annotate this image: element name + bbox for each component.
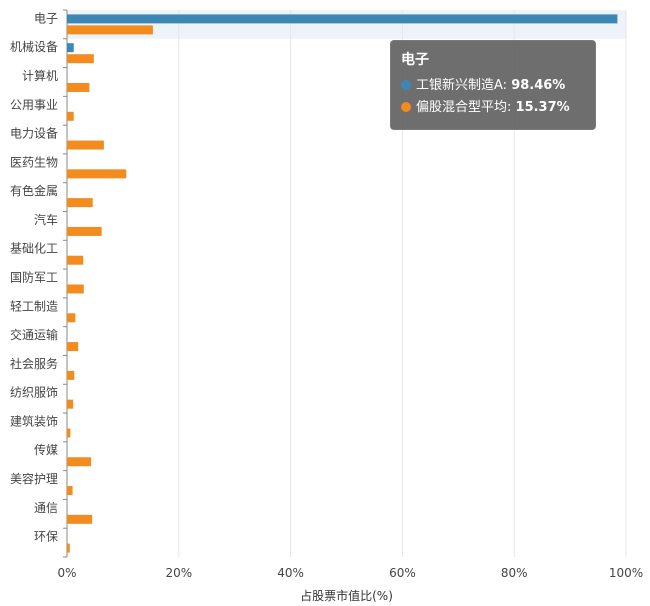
x-tick-label: 60% [389,566,416,580]
y-tick-label: 交通运输 [10,327,58,342]
tooltip-row-series-1: 工银新兴制造A: 98.46% [401,75,585,97]
bar-series-2 [67,399,74,409]
x-tick-label: 80% [501,566,528,580]
bar-series-2 [67,486,73,496]
bar-series-2 [67,169,127,179]
y-tick-label: 医药生物 [10,155,58,169]
x-tick-label: 20% [165,566,192,580]
bar-series-2 [67,514,93,524]
bar-series-2 [67,140,104,150]
y-tick-label: 传媒 [34,442,58,457]
bar-series-2 [67,543,70,553]
hover-highlight-band [67,10,626,39]
y-tick-label: 有色金属 [10,183,58,198]
y-tick-label: 公用事业 [10,98,58,112]
bar-series-2 [67,284,84,294]
x-axis-title: 占股票市值比(%) [300,588,393,603]
bar-series-2 [67,25,153,35]
bar-series-2 [67,342,79,352]
bar-series-2 [67,255,84,265]
tooltip-series-1-value: 98.46% [511,78,566,93]
bar-series-2 [67,198,93,208]
bar-series-1 [67,43,74,53]
x-tick-label: 100% [609,566,643,580]
tooltip-series-1-name: 工银新兴制造A [416,78,503,93]
series-1-marker-icon [401,80,411,90]
y-tick-label: 纺织服饰 [10,386,58,400]
y-tick-label: 电子 [34,11,58,25]
tooltip-title: 电子 [401,52,429,68]
y-tick-label: 机械设备 [10,39,58,54]
bar-series-1 [67,14,618,24]
series-2-marker-icon [401,102,411,112]
y-tick-label: 建筑装饰 [10,413,58,428]
x-tick-label: 40% [277,566,304,580]
bar-series-2 [67,313,76,323]
y-tick-label: 美容护理 [10,471,58,486]
tooltip-series-2-name: 偏股混合型平均 [416,100,508,115]
bar-series-2 [67,226,102,236]
bar-series-2 [67,54,94,64]
y-tick-label: 汽车 [34,212,58,227]
bar-series-2 [67,370,75,380]
bar-series-2 [67,457,92,467]
y-tick-label: 轻工制造 [10,299,58,313]
y-tick-label: 基础化工 [10,242,58,256]
y-tick-label: 通信 [34,501,58,515]
y-tick-label: 国防军工 [10,270,58,285]
bar-series-2 [67,428,71,438]
x-tick-label: 0% [57,566,76,580]
tooltip: 电子 工银新兴制造A: 98.46% 偏股混合型平均: 15.37% [390,40,596,130]
bar-series-2 [67,111,74,121]
tooltip-row-series-2: 偏股混合型平均: 15.37% [401,97,585,119]
y-tick-label: 社会服务 [10,356,58,371]
y-tick-label: 计算机 [22,68,58,83]
y-tick-label: 环保 [34,530,58,544]
tooltip-series-2-value: 15.37% [515,100,570,115]
bar-series-2 [67,82,90,92]
y-tick-label: 电力设备 [10,127,58,141]
